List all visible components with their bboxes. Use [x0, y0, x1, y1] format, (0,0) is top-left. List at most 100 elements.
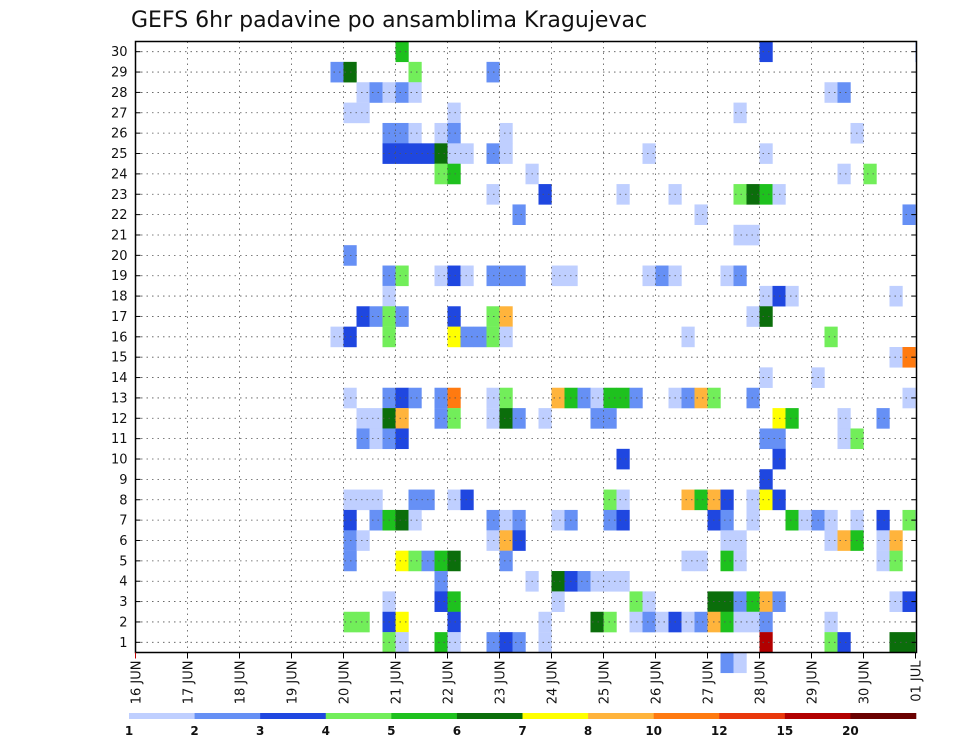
precip-cell-member-1 [499, 632, 513, 653]
y-tick-label: 27 [111, 106, 128, 121]
colorbar-segment [129, 713, 195, 719]
precip-cell-member-27 [733, 102, 747, 124]
precip-cell-member-8 [447, 489, 461, 511]
precip-cell-member-2 [655, 611, 669, 633]
precip-cell-member-5 [681, 550, 695, 572]
y-tick-label: 21 [111, 228, 128, 243]
precip-cell-member-12 [499, 408, 513, 429]
x-tick-label: 24 JUN [546, 661, 561, 705]
colorbar-segment [784, 713, 851, 719]
precip-cell-member-0 [720, 652, 734, 674]
precip-cell-member-6 [824, 530, 838, 551]
precip-cell-member-9 [759, 469, 773, 490]
precip-cell-member-28 [408, 82, 422, 103]
precip-cell-member-19 [551, 265, 565, 287]
precip-cell-member-5 [447, 550, 461, 572]
chart-title: GEFS 6hr padavine po ansamblima Kragujev… [131, 8, 647, 33]
x-tick-label: 26 JUN [650, 661, 665, 705]
y-tick-label: 23 [111, 188, 128, 203]
colorbar-tick-label: 3 [256, 724, 264, 738]
precip-cell-member-17 [499, 306, 513, 327]
precip-cell-member-3 [889, 591, 903, 612]
precip-cell-member-4 [590, 571, 604, 592]
precip-cell-member-28 [369, 82, 383, 103]
colorbar-tick-label: 12 [711, 724, 728, 738]
precip-cell-member-4 [551, 571, 565, 592]
precip-cell-member-3 [720, 591, 734, 612]
precip-cell-member-8 [681, 489, 695, 511]
colorbar-tick-label: 8 [584, 724, 592, 738]
precip-cell-member-6 [837, 530, 851, 551]
x-tick-label: 28 JUN [754, 661, 769, 705]
precip-cell-member-13 [603, 387, 617, 409]
precip-cell-member-2 [642, 611, 656, 633]
precip-cell-member-13 [746, 387, 760, 409]
precip-cell-member-8 [356, 489, 370, 511]
precip-cell-member-1 [902, 632, 916, 653]
x-tick-label: 01 JUL [910, 660, 925, 702]
precip-cell-member-11 [395, 428, 409, 450]
precip-cell-member-5 [876, 550, 890, 572]
precip-cell-member-24 [837, 163, 851, 185]
precip-cell-member-14 [759, 367, 773, 388]
precip-cell-member-24 [863, 163, 877, 185]
precip-cell-member-23 [616, 184, 630, 205]
precip-cell-member-5 [499, 550, 513, 572]
precip-cell-member-8 [369, 489, 383, 511]
colorbar-segment [391, 713, 458, 719]
precip-cell-member-13 [681, 387, 695, 409]
precip-cell-member-28 [824, 82, 838, 103]
precip-cell-member-8 [759, 489, 773, 511]
precip-cell-member-26 [499, 122, 513, 144]
colorbar-tick-label: 7 [518, 724, 526, 738]
y-tick-label: 2 [119, 615, 127, 630]
precip-cell-member-5 [720, 550, 734, 572]
x-tick-label: 25 JUN [598, 661, 613, 705]
precip-cell-member-30 [759, 41, 773, 63]
precip-cell-member-17 [759, 306, 773, 327]
colorbar-segment [653, 713, 720, 719]
precip-cell-member-13 [499, 387, 513, 409]
precip-cell-member-5 [434, 550, 448, 572]
colorbar-segment [260, 713, 327, 719]
y-tick-label: 14 [111, 371, 128, 386]
y-tick-label: 10 [111, 453, 128, 468]
precip-cell-member-19 [447, 265, 461, 287]
y-tick-label: 15 [111, 351, 128, 366]
precip-cell-member-25 [460, 143, 474, 164]
precip-cell-member-19 [512, 265, 526, 287]
y-tick-label: 26 [111, 127, 128, 142]
x-tick-label: 16 JUN [130, 661, 145, 705]
precip-cell-member-7 [746, 509, 760, 531]
precip-cell-member-1 [538, 632, 552, 653]
colorbar-tick-label: 1 [125, 724, 133, 738]
colorbar-segment [850, 713, 917, 719]
precip-cell-member-3 [642, 591, 656, 612]
precip-cell-member-12 [876, 408, 890, 429]
precip-cell-member-25 [447, 143, 461, 164]
precip-cell-member-5 [408, 550, 422, 572]
precip-cell-member-4 [616, 571, 630, 592]
precip-cell-member-13 [551, 387, 565, 409]
precip-cell-member-13 [616, 387, 630, 409]
precip-cell-member-3 [447, 591, 461, 612]
y-tick-label: 24 [111, 167, 128, 182]
precip-cell-member-7 [603, 509, 617, 531]
y-tick-label: 11 [111, 432, 128, 447]
precip-cell-member-3 [902, 591, 916, 612]
precip-cell-member-7 [369, 509, 383, 531]
precip-cell-member-1 [434, 632, 448, 653]
precip-cell-member-25 [499, 143, 513, 164]
precip-cell-member-6 [720, 530, 734, 551]
precip-cell-member-2 [356, 611, 370, 633]
precip-cell-member-3 [434, 591, 448, 612]
precip-cell-member-15 [889, 347, 903, 368]
precip-cell-member-1 [837, 632, 851, 653]
precip-cell-member-13 [395, 387, 409, 409]
precip-cell-member-13 [577, 387, 591, 409]
precip-cell-member-19 [733, 265, 747, 287]
precip-cell-member-7 [876, 509, 890, 531]
colorbar-tick-label: 20 [842, 724, 859, 738]
precip-cell-member-15 [902, 347, 916, 368]
precip-cell-member-25 [642, 143, 656, 164]
